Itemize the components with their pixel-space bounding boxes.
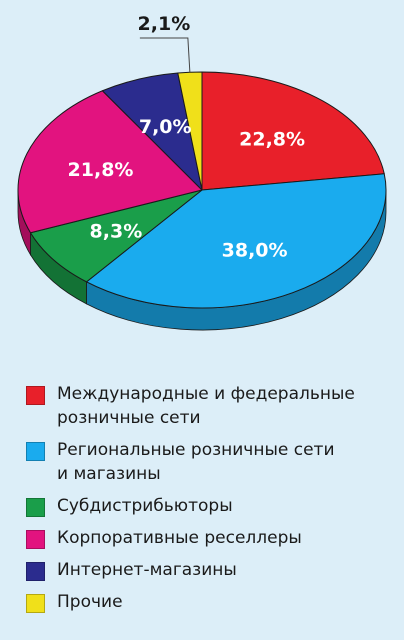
pie-value-labels: 22,8% 38,0% 8,3% 21,8%7,0% 2,1% [68,13,306,262]
slice-value-label-1: 38,0% [222,240,288,262]
legend-item-3: Корпоративные реселлеры [26,526,396,550]
slice-value-label-3: 21,8% [68,159,134,181]
legend-swatch-5 [26,594,45,613]
legend-item-4: Интернет-магазины [26,558,396,582]
slice-value-label-5: 2,1% [138,13,191,35]
slice-value-label-4: 7,0% [139,116,192,138]
legend-swatch-3 [26,530,45,549]
legend-label-5: Прочие [57,592,123,612]
leader-line-5 [139,37,191,73]
legend-label-0: Международные и федеральные розничные се… [57,384,355,428]
legend: Международные и федеральные розничные се… [26,382,396,622]
pie-slice-1 [86,173,387,309]
legend-item-0: Международные и федеральные розничные се… [26,382,396,430]
legend-swatch-0 [26,386,45,405]
legend-label-4: Интернет-магазины [57,560,237,580]
legend-item-5: Прочие [26,590,396,614]
slice-value-label-0: 22,8% [239,128,305,150]
legend-item-2: Субдистрибьюторы [26,494,396,518]
legend-label-2: Субдистрибьюторы [57,496,233,516]
slice-value-label-2: 8,3% [90,220,143,242]
pie-slices [17,71,387,309]
pie-slice-0 [201,71,385,191]
pie-chart: 22,8% 38,0% 8,3% 21,8%7,0% 2,1% [17,13,387,331]
legend-swatch-2 [26,498,45,517]
legend-swatch-1 [26,442,45,461]
pie-slice-2 [29,189,203,283]
pie-slice-3 [17,90,203,234]
legend-label-1: Региональные розничные сети и магазины [57,440,335,484]
legend-item-1: Региональные розничные сети и магазины [26,438,396,486]
legend-label-3: Корпоративные реселлеры [57,528,302,548]
legend-swatch-4 [26,562,45,581]
